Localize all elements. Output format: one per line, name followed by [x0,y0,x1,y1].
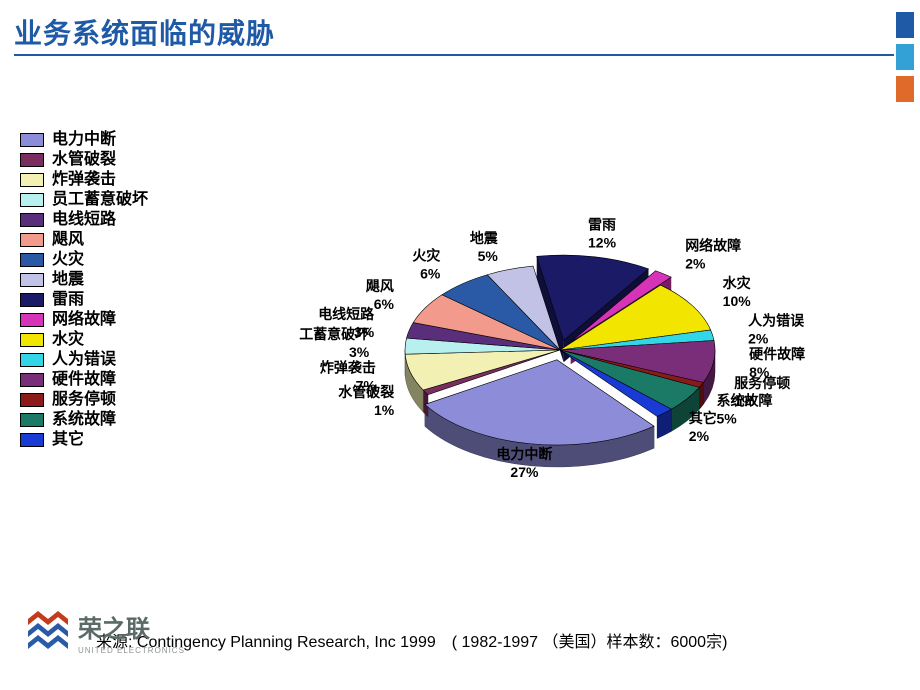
logo-subtitle: UNITED ELECTRONICS [78,646,185,655]
legend-item: 火灾 [20,252,148,268]
legend: 电力中断水管破裂炸弹袭击员工蓄意破坏电线短路飓风火灾地震雷雨网络故障水灾人为错误… [20,128,148,452]
slice-label-pct: 27% [510,464,539,480]
logo-chevron [28,623,68,637]
legend-label: 电线短路 [52,212,116,228]
pie-chart: 雷雨12%网络故障2%水灾10%人为错误2%硬件故障8%服务停顿1%系统故障5%… [210,120,910,580]
slice-label-name: 炸弹袭击 [320,359,376,375]
legend-label: 网络故障 [52,312,116,328]
legend-swatch [20,253,44,267]
legend-item: 地震 [20,272,148,288]
slice-label-name: 电线短路 [318,306,375,322]
legend-item: 硬件故障 [20,372,148,388]
legend-item: 水灾 [20,332,148,348]
accent-bar [896,44,914,70]
legend-item: 其它 [20,432,148,448]
slide-title: 业务系统面临的威胁 [14,12,275,52]
legend-item: 炸弹袭击 [20,172,148,188]
legend-swatch [20,173,44,187]
legend-swatch [20,373,44,387]
legend-label: 系统故障 [52,412,116,428]
slice-label-name: 雷雨 [588,217,616,233]
legend-label: 水灾 [52,332,84,348]
legend-label: 其它 [52,432,84,448]
legend-item: 雷雨 [20,292,148,308]
slice-label-name: 系统故障 [716,392,772,408]
legend-item: 员工蓄意破坏 [20,192,148,208]
slice-label-pct: 7% [356,377,377,393]
accent-bar [896,12,914,38]
legend-label: 炸弹袭击 [52,172,116,188]
accent-bars [896,12,914,108]
slide-title-text: 业务系统面临的威胁 [14,18,275,49]
legend-swatch [20,233,44,247]
slice-label-pct: 1% [374,402,395,418]
legend-label: 地震 [52,272,84,288]
legend-swatch [20,193,44,207]
legend-item: 电力中断 [20,132,148,148]
legend-label: 飓风 [52,232,84,248]
legend-swatch [20,213,44,227]
slice-label-pct: 3% [349,344,370,360]
slice-label-pct: 6% [374,296,395,312]
legend-item: 电线短路 [20,212,148,228]
accent-bar [896,76,914,102]
legend-label: 硬件故障 [52,372,116,388]
legend-label: 人为错误 [52,352,116,368]
slice-label-pct: 10% [723,293,752,309]
slice-label-pct: 3% [354,324,375,340]
slice-label-name: 服务停顿 [734,375,790,391]
legend-swatch [20,333,44,347]
legend-swatch [20,393,44,407]
slice-label-pct: 2% [748,330,769,346]
slide: { "title": {"text":"业务系统面临的威胁","color":"… [0,0,920,690]
slice-label-pct: 5% [478,248,499,264]
legend-item: 服务停顿 [20,392,148,408]
legend-swatch [20,153,44,167]
legend-label: 员工蓄意破坏 [52,192,148,208]
legend-swatch [20,353,44,367]
legend-label: 水管破裂 [52,152,116,168]
legend-swatch [20,293,44,307]
legend-label: 雷雨 [52,292,84,308]
slice-label-pct: 2% [685,256,706,272]
legend-item: 网络故障 [20,312,148,328]
legend-swatch [20,313,44,327]
slice-label-name: 电力中断 [496,446,552,462]
slice-label-name: 其它 [689,410,717,426]
legend-item: 系统故障 [20,412,148,428]
legend-item: 水管破裂 [20,152,148,168]
slice-label-name: 飓风 [366,278,394,294]
logo-chevron [28,611,68,625]
legend-swatch [20,433,44,447]
slice-label-pct: 12% [588,235,617,251]
legend-label: 火灾 [52,252,84,268]
logo-brand: 荣之联 [78,615,150,643]
title-underline [14,54,894,56]
legend-swatch [20,133,44,147]
legend-label: 电力中断 [52,132,116,148]
slice-label-name: 水灾 [723,275,752,291]
brand-logo: 荣之联 UNITED ELECTRONICS [20,609,200,668]
slice-label-name: 人为错误 [748,312,805,328]
slice-label-pct: 2% [689,428,710,444]
legend-label: 服务停顿 [52,392,116,408]
slice-label-name: 网络故障 [685,238,741,254]
slice-label-name: 硬件故障 [749,346,805,362]
slice-label-pct: 5% [716,410,737,426]
legend-swatch [20,273,44,287]
logo-chevron [28,635,68,649]
slice-label-name: 火灾 [412,248,441,264]
legend-swatch [20,413,44,427]
legend-item: 飓风 [20,232,148,248]
legend-item: 人为错误 [20,352,148,368]
slice-label-name: 地震 [470,230,499,246]
slice-label-pct: 6% [420,266,441,282]
